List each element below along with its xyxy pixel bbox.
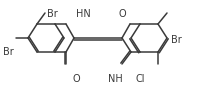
Text: Br: Br xyxy=(171,35,181,45)
Text: Br: Br xyxy=(47,9,57,19)
Text: O: O xyxy=(118,9,126,19)
Text: NH: NH xyxy=(108,74,122,84)
Text: Cl: Cl xyxy=(135,74,145,84)
Text: O: O xyxy=(72,74,80,84)
Text: Br: Br xyxy=(3,47,13,57)
Text: HN: HN xyxy=(76,9,90,19)
